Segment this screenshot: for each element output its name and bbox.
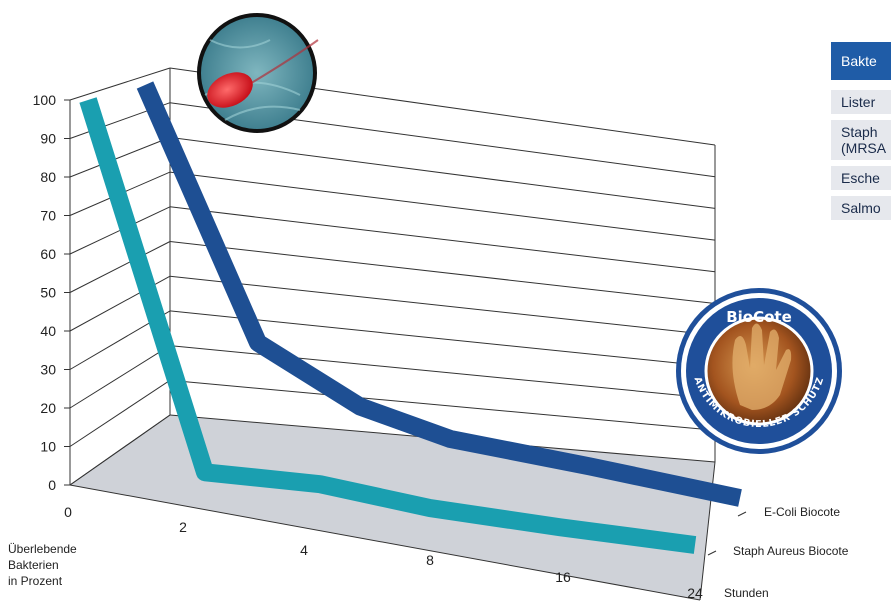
series-line-ecoli [136,81,742,507]
y-axis-title-line3: in Prozent [8,574,63,588]
y-tick-label: 100 [33,92,57,108]
series-label-staph: Staph Aureus Biocote [733,544,849,558]
table-row-3: Esche [831,166,891,190]
biocote-badge-icon: BioCote ANTIMIKROBIELLER SCHUTZ [676,288,842,454]
y-tick-label: 10 [40,439,56,455]
y-axis-title: Überlebende Bakterien in Prozent [8,542,80,588]
bacterium-magnifier-icon [197,13,319,133]
depth-tick-ecoli [737,511,747,517]
y-tick-label: 40 [40,323,56,339]
x-tick-label: 24 [687,585,703,601]
table-row-4: Salmo [831,196,891,220]
gridline [169,310,716,368]
y-tick-label: 60 [40,246,56,262]
y-axis-ticks: 0 10 20 30 40 50 60 70 80 90 100 [33,92,70,493]
side-gridline [69,345,171,409]
gridline [169,345,716,400]
floor-left-edge [69,414,171,486]
gridline [169,379,716,431]
y-tick-label: 20 [40,400,56,416]
table-row-1: Lister [831,90,891,114]
table-row-2: Staph (MRSA [831,120,891,160]
floor-front-edge [69,484,701,601]
series-line-staph [79,97,697,554]
side-gridline [69,67,171,101]
y-tick-label: 80 [40,169,56,185]
gridline [169,171,716,241]
y-axis-title-line2: Bakterien [8,558,59,572]
side-gridline [69,241,171,293]
x-tick-label: 2 [179,519,187,535]
x-tick-label: 16 [555,569,571,585]
y-tick-label: 70 [40,208,56,224]
side-gridline [69,379,171,447]
bacteria-table: Bakte Lister Staph (MRSA Esche Salmo [831,42,891,226]
y-tick-label: 30 [40,362,56,378]
y-tick-label: 50 [40,285,56,301]
table-header: Bakte [831,42,891,80]
depth-tick-staph [707,550,717,556]
gridline [169,241,716,304]
svg-text:BioCote: BioCote [726,308,792,326]
side-gridline [69,136,171,178]
gridline [169,206,716,273]
x-axis-title: Stunden [724,586,769,600]
x-tick-label: 8 [426,552,434,568]
x-tick-label: 4 [300,542,308,558]
series-label-ecoli: E-Coli Biocote [764,505,840,519]
y-tick-label: 90 [40,131,56,147]
y-tick-label: 0 [48,477,56,493]
gridline [169,136,716,209]
y-axis-title-line1: Überlebende [8,542,77,556]
x-tick-label: 0 [64,504,72,520]
gridline [169,275,716,336]
